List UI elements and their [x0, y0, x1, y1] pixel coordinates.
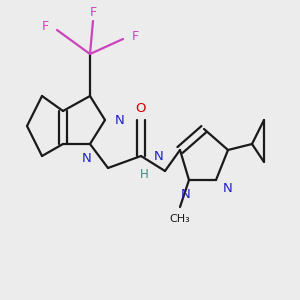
Text: N: N	[115, 113, 125, 127]
Text: F: F	[131, 29, 139, 43]
Text: N: N	[223, 182, 233, 196]
Text: F: F	[89, 5, 97, 19]
Text: N: N	[82, 152, 92, 166]
Text: CH₃: CH₃	[169, 214, 190, 224]
Text: O: O	[136, 101, 146, 115]
Text: H: H	[140, 167, 148, 181]
Text: N: N	[154, 149, 164, 163]
Text: F: F	[41, 20, 49, 34]
Text: N: N	[181, 188, 191, 202]
